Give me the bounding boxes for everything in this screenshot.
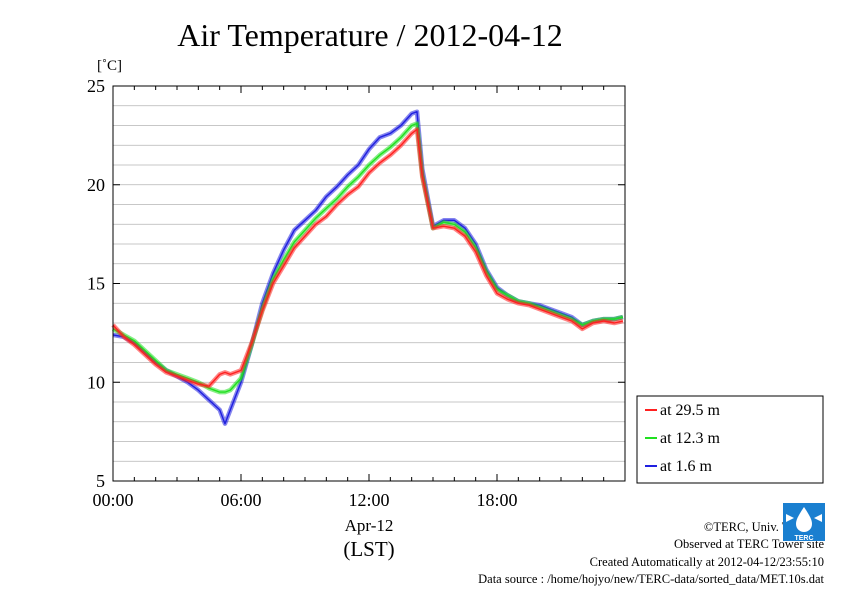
y-tick-label: 15 [87, 274, 105, 294]
x-tick-label: 00:00 [92, 490, 133, 510]
series-line [112, 128, 624, 387]
legend-label: at 29.5 m [660, 402, 721, 419]
legend: at 29.5 m at 12.3 m at 1.6 m [636, 395, 824, 484]
x-axis-date-label: Apr-12 [345, 516, 394, 535]
x-tick-label: 06:00 [220, 490, 261, 510]
y-tick-label: 5 [96, 471, 105, 491]
terc-logo-icon: TERC [783, 503, 825, 542]
grid-lines [113, 105, 625, 462]
y-tick-label: 20 [87, 175, 105, 195]
axis-ticks: 00:00 06:00 12:00 18:00 5 10 15 20 25 [87, 76, 626, 510]
y-tick-label: 10 [87, 372, 105, 392]
series-band [111, 121, 624, 395]
logo-lettering: TERC [794, 535, 813, 542]
x-tick-label: 18:00 [476, 490, 517, 510]
x-tick-label: 12:00 [348, 490, 389, 510]
legend-label: at 12.3 m [660, 430, 721, 447]
series-group [111, 109, 624, 426]
x-axis-timezone-label: (LST) [343, 537, 394, 561]
created-text: Created Automatically at 2012-04-12/23:5… [589, 555, 824, 569]
legend-label: at 1.6 m [660, 458, 713, 475]
y-axis-unit: [˚C] [97, 58, 122, 74]
plot-frame [112, 85, 626, 482]
y-tick-label: 25 [87, 76, 105, 96]
data-source-text: Data source : /home/hojyo/new/TERC-data/… [478, 572, 824, 586]
legend-box [636, 395, 824, 484]
chart-title: Air Temperature / 2012-04-12 [177, 17, 563, 53]
